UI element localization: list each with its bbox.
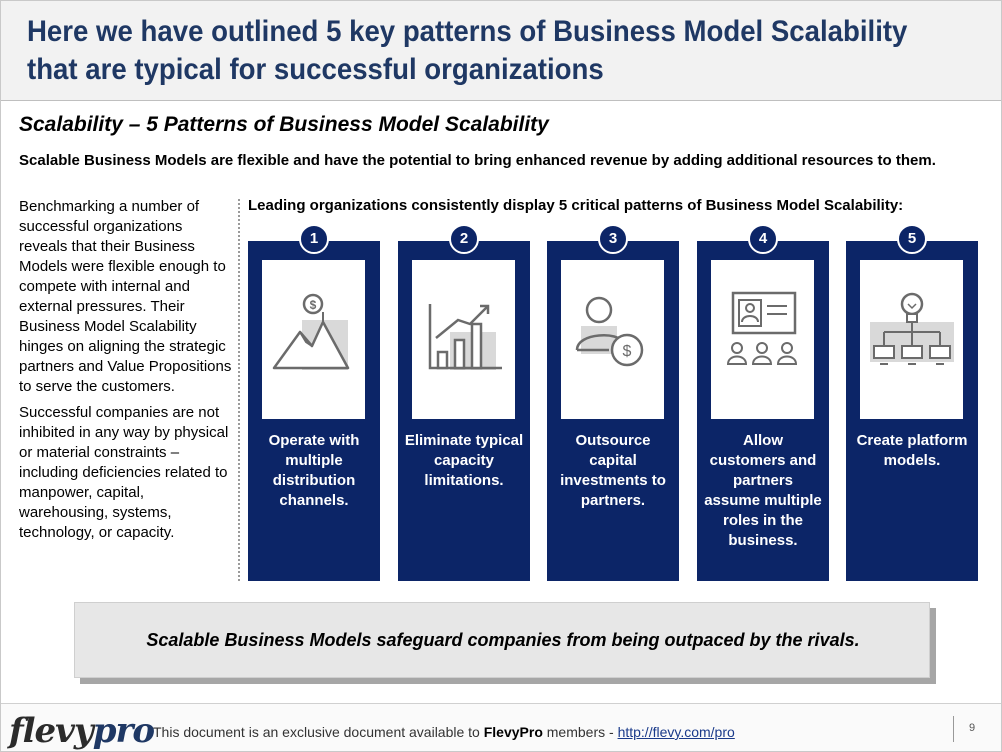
section-title: Scalability – 5 Patterns of Business Mod… (19, 113, 549, 136)
patterns-heading: Leading organizations consistently displ… (248, 197, 904, 214)
pattern-number-badge: 3 (598, 224, 628, 254)
presentation-audience-icon (726, 291, 798, 365)
footer-note-brand: FlevyPro (483, 724, 543, 740)
lead-statement: Scalable Business Models are flexible an… (19, 152, 936, 169)
footer-separator (953, 716, 954, 742)
card-image: $ (262, 260, 365, 419)
lightbulb-network-icon (870, 292, 954, 365)
flevypro-logo: flevypro (9, 711, 155, 751)
pattern-label: Outsource capital investments to partner… (560, 432, 666, 509)
svg-text:$: $ (623, 343, 632, 360)
svg-text:$: $ (310, 298, 317, 312)
pattern-label: Create platform models. (856, 432, 968, 469)
pattern-card-5: Create platform models. (846, 241, 978, 581)
brand-main: flevy (9, 711, 94, 751)
pattern-card-2: Eliminate typical capacity limitations. (398, 241, 530, 581)
pattern-label: Eliminate typical capacity limitations. (404, 432, 524, 489)
page-number: 9 (969, 722, 976, 734)
pattern-label: Allow customers and partners assume mult… (704, 432, 822, 549)
page-title: Here we have outlined 5 key patterns of … (27, 15, 908, 86)
pattern-label: Operate with multiple distribution chann… (268, 432, 360, 509)
footer-link[interactable]: http://flevy.com/pro (617, 724, 735, 740)
pattern-number-badge: 5 (897, 224, 927, 254)
card-image (412, 260, 515, 419)
pattern-number-badge: 4 (748, 224, 778, 254)
brand-accent: pro (92, 711, 155, 751)
card-image (860, 260, 963, 419)
footer-note: This document is an exclusive document a… (153, 724, 735, 740)
summary-text: Scalable Business Models safeguard compa… (146, 630, 860, 650)
mountain-dollar-icon: $ (272, 293, 350, 370)
footer-note-prefix: This document is an exclusive document a… (153, 724, 484, 740)
summary-callout: Scalable Business Models safeguard compa… (74, 602, 930, 678)
left-column: Benchmarking a number of successful orga… (19, 197, 234, 549)
dotted-divider (238, 199, 240, 581)
pattern-card-1: $ Operate with multiple distribution cha… (248, 241, 380, 581)
card-image (711, 260, 814, 419)
pattern-card-4: Allow customers and partners assume mult… (697, 241, 829, 581)
left-paragraph-2: Successful companies are not inhibited i… (19, 404, 229, 541)
footer-note-middle: members - (542, 724, 618, 740)
pattern-card-3: $ Outsource capital investments to partn… (547, 241, 679, 581)
pattern-number-badge: 2 (449, 224, 479, 254)
left-paragraph-1: Benchmarking a number of successful orga… (19, 198, 232, 395)
pattern-number-badge: 1 (299, 224, 329, 254)
footer: flevypro This document is an exclusive d… (1, 703, 1001, 751)
growth-chart-icon (428, 304, 502, 370)
card-image: $ (561, 260, 664, 419)
person-dollar-icon: $ (575, 296, 644, 367)
title-bar: Here we have outlined 5 key patterns of … (1, 1, 1001, 101)
